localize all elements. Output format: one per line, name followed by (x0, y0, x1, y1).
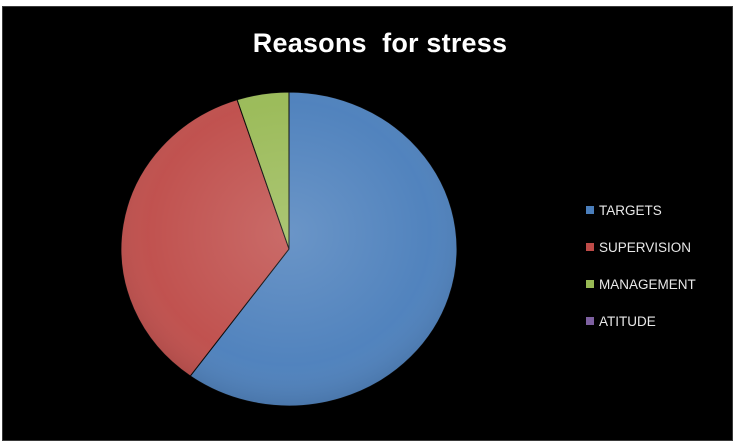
legend-item-supervision: SUPERVISION (586, 234, 731, 260)
legend-label: ATITUDE (599, 313, 656, 329)
legend-swatch (586, 206, 594, 214)
legend-label: SUPERVISION (599, 239, 692, 255)
legend-swatch (586, 317, 594, 325)
legend-label: TARGETS (599, 202, 662, 218)
legend-label: MANAGEMENT (599, 276, 696, 292)
legend-item-targets: TARGETS (586, 197, 731, 223)
legend-swatch (586, 243, 594, 251)
legend-item-management: MANAGEMENT (586, 271, 731, 297)
legend-swatch (586, 280, 594, 288)
legend: TARGETS SUPERVISION MANAGEMENT ATITUDE (586, 197, 731, 345)
pie-slices (120, 91, 458, 407)
legend-item-atitude: ATITUDE (586, 308, 731, 334)
chart-title: Reasons for stress (252, 28, 508, 58)
